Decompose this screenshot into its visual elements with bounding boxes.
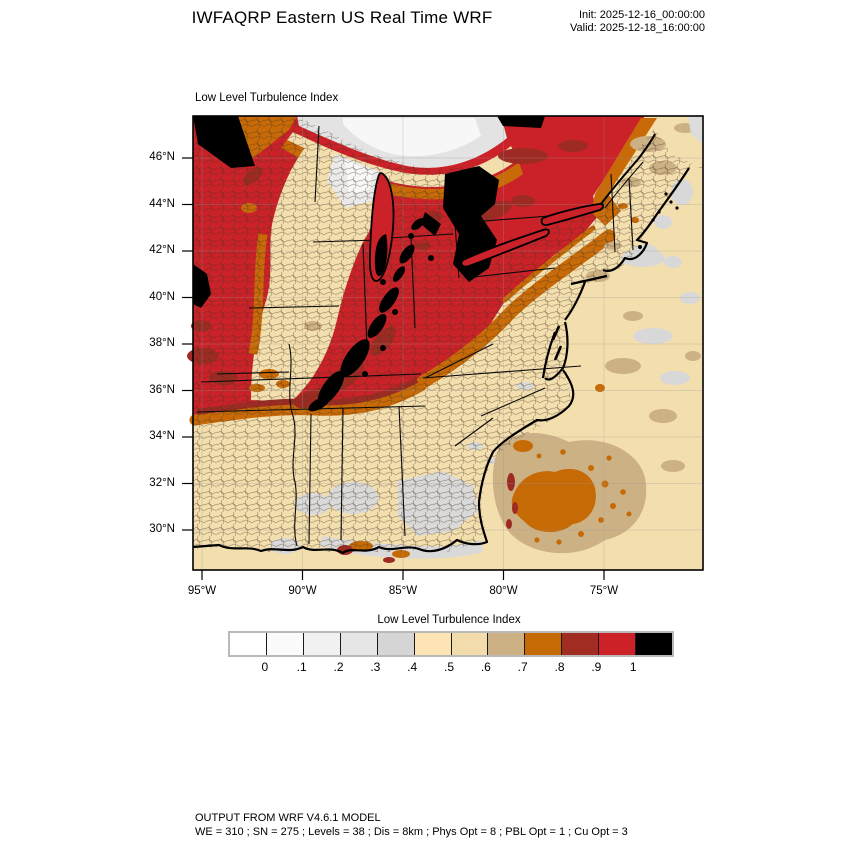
- colorbar-cell: [488, 633, 526, 655]
- colorbar-cell: [266, 633, 304, 655]
- y-tick-label: 46°N: [149, 151, 175, 163]
- y-tick-label: 36°N: [149, 383, 175, 396]
- colorbar-title: Low Level Turbulence Index: [377, 614, 521, 626]
- st-lawrence-river: [600, 133, 656, 205]
- colorbar-cell: [340, 633, 378, 655]
- y-tick-label: 32°N: [149, 476, 175, 489]
- colorbar-cell: [636, 633, 673, 655]
- y-tick-label: 44°N: [149, 197, 175, 210]
- colorbar-cell: [303, 633, 341, 655]
- y-tick-label: 38°N: [149, 337, 175, 349]
- x-tick-label: 75°W: [589, 585, 619, 597]
- x-tick-label: 85°W: [388, 585, 418, 597]
- coastline: [192, 167, 690, 555]
- colorbar-tick-label: .8: [554, 660, 565, 674]
- colorbar: [228, 631, 674, 657]
- colorbar-tick-label: .5: [443, 660, 455, 674]
- field-black-patches: [193, 116, 545, 412]
- model-footer: OUTPUT FROM WRF V4.6.1 MODEL WE = 310 ; …: [195, 812, 628, 839]
- colorbar-cell: [414, 633, 452, 655]
- run-times: Init: 2025-12-16_00:00:00 Valid: 2025-12…: [520, 9, 705, 35]
- map-area: [182, 115, 704, 580]
- colorbar-tick-label: 0: [261, 660, 269, 674]
- great-lakes: [368, 133, 656, 282]
- colorbar-tick-label: .2: [333, 660, 344, 674]
- colorbar-cell: [377, 633, 415, 655]
- y-tick-label: 30°N: [149, 523, 175, 535]
- field-title: Low Level Turbulence Index: [195, 92, 339, 104]
- colorbar-labels: 0 .1 .2 .3 .4 .5 .6 .7 .8 .9 1: [228, 660, 670, 676]
- footer-line1: OUTPUT FROM WRF V4.6.1 MODEL: [195, 812, 381, 824]
- colorbar-tick-label: .1: [296, 660, 307, 674]
- maine-coast-islands: [638, 192, 679, 249]
- page-title: IWFAQRP Eastern US Real Time WRF: [191, 8, 493, 27]
- colorbar-tick-label: .4: [407, 660, 418, 674]
- colorbar-tick-label: 1: [629, 660, 637, 674]
- y-tick-label: 34°N: [149, 430, 175, 442]
- colorbar-tick-label: .7: [517, 660, 528, 674]
- init-time-label: Init: 2025-12-16_00:00:00: [579, 9, 705, 21]
- colorbar-cell: [451, 633, 489, 655]
- map-canvas: [182, 115, 704, 580]
- colorbar-cell: [230, 633, 267, 655]
- colorbar-cell: [525, 633, 563, 655]
- colorbar-tick-label: .9: [591, 660, 602, 674]
- footer-line2: WE = 310 ; SN = 275 ; Levels = 38 ; Dis …: [195, 825, 628, 838]
- axis-ticks: [182, 157, 605, 580]
- valid-time-label: Valid: 2025-12-18_16:00:00: [570, 22, 705, 34]
- colorbar-cell: [599, 633, 637, 655]
- y-tick-label: 40°N: [149, 290, 175, 303]
- lake-michigan-black: [374, 234, 388, 276]
- x-tick-label: 90°W: [288, 585, 317, 597]
- x-tick-label: 95°W: [187, 585, 217, 597]
- colorbar-cell: [562, 633, 600, 655]
- map-frame: [192, 115, 704, 571]
- colorbar-tick-label: .6: [480, 660, 491, 674]
- y-tick-label: 42°N: [149, 244, 175, 256]
- colorbar-tick-label: .3: [370, 660, 381, 674]
- x-tick-label: 80°W: [489, 585, 518, 597]
